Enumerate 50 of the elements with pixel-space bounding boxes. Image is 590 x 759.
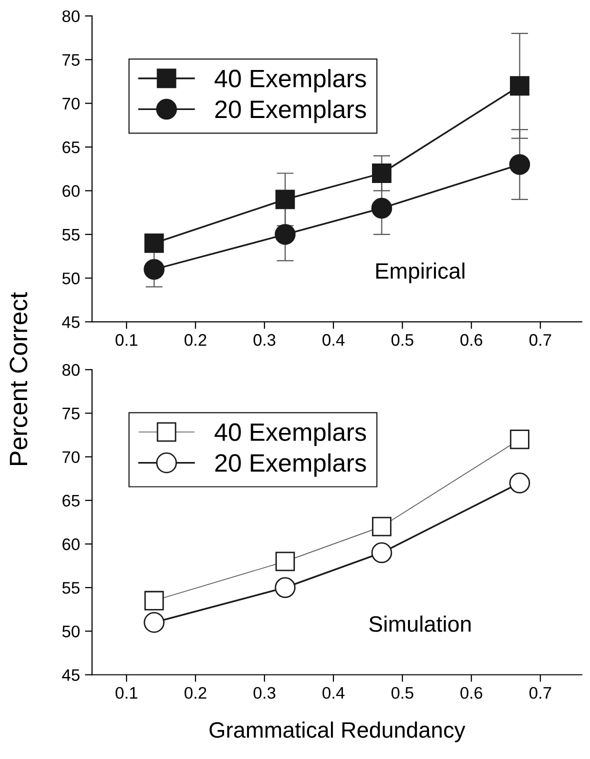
x-tick-label: 0.4: [322, 686, 345, 699]
x-tick-label: 0.7: [529, 686, 552, 699]
y-tick-label: 45: [62, 669, 80, 681]
point: [275, 190, 295, 210]
x-tick-label: 0.3: [254, 686, 276, 699]
point: [510, 76, 530, 96]
y-tick-label: 75: [62, 54, 80, 66]
y-tick-label: 45: [62, 316, 80, 328]
legend-label: 40 Exemplars: [214, 422, 366, 446]
point: [509, 472, 530, 494]
legend-label: 20 Exemplars: [215, 453, 366, 477]
point: [371, 198, 392, 219]
x-tick-label: 0.7: [529, 334, 552, 346]
annotation: Empirical: [376, 262, 464, 284]
y-tick-label: 65: [62, 141, 80, 154]
point: [144, 258, 165, 280]
point: [274, 224, 296, 245]
x-tick-label: 0.2: [184, 334, 206, 346]
legend-label: 20 Exemplars: [215, 100, 366, 124]
y-tick-label: 80: [62, 364, 80, 376]
legend-label: 40 Exemplars: [214, 69, 366, 92]
point: [371, 542, 392, 564]
point: [372, 164, 392, 183]
y-tick-label: 75: [62, 408, 80, 420]
x-tick-label: 0.5: [391, 686, 414, 699]
y-tick-label: 60: [62, 538, 80, 550]
point: [144, 612, 165, 633]
point: [509, 154, 530, 175]
y-tick-label: 65: [62, 494, 80, 507]
x-tick-label: 0.4: [322, 334, 345, 346]
y-tick-label: 70: [62, 98, 80, 110]
x-tick-label: 0.3: [254, 334, 276, 346]
y-tick-label: 50: [62, 626, 80, 638]
x-tick-label: 0.1: [116, 334, 138, 346]
y-tick-label: 70: [62, 451, 80, 464]
x-tick-label: 0.5: [391, 334, 414, 346]
y-tick-label: 50: [62, 272, 80, 284]
x-axis-title: Grammatical Redundancy: [210, 722, 466, 742]
point: [274, 577, 296, 598]
y-axis-title: Percent Correct: [10, 292, 28, 465]
x-tick-label: 0.2: [184, 686, 206, 699]
y-tick-label: 55: [62, 228, 80, 241]
y-tick-label: 80: [62, 10, 80, 22]
x-tick-label: 0.6: [460, 334, 482, 346]
y-tick-label: 55: [62, 582, 80, 594]
annotation: Simulation: [369, 616, 471, 632]
point: [144, 233, 164, 253]
y-tick-label: 60: [62, 185, 80, 197]
x-tick-label: 0.6: [460, 686, 482, 699]
x-tick-label: 0.1: [116, 686, 138, 699]
